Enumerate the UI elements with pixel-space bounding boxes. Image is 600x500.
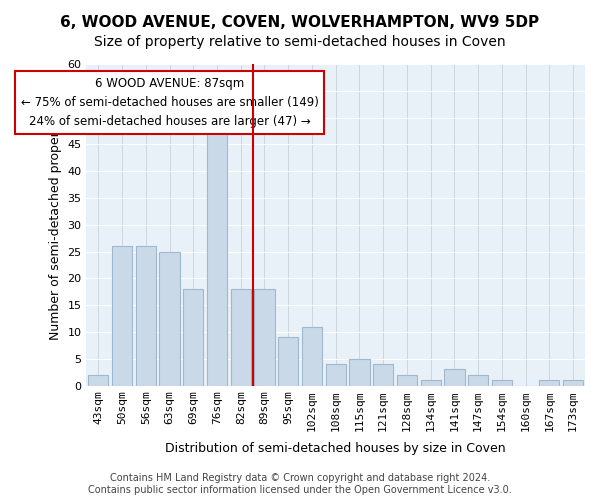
Bar — [136, 246, 156, 386]
Bar — [183, 289, 203, 386]
Bar — [563, 380, 583, 386]
Text: 6 WOOD AVENUE: 87sqm
← 75% of semi-detached houses are smaller (149)
24% of semi: 6 WOOD AVENUE: 87sqm ← 75% of semi-detac… — [20, 78, 319, 128]
Bar — [254, 289, 275, 386]
Text: Size of property relative to semi-detached houses in Coven: Size of property relative to semi-detach… — [94, 35, 506, 49]
Text: 6, WOOD AVENUE, COVEN, WOLVERHAMPTON, WV9 5DP: 6, WOOD AVENUE, COVEN, WOLVERHAMPTON, WV… — [61, 15, 539, 30]
Bar — [539, 380, 559, 386]
Bar — [160, 252, 179, 386]
Bar — [278, 338, 298, 386]
Bar — [468, 375, 488, 386]
Bar — [421, 380, 441, 386]
Bar — [230, 289, 251, 386]
Bar — [445, 370, 464, 386]
Bar — [207, 118, 227, 386]
Bar — [373, 364, 393, 386]
Bar — [492, 380, 512, 386]
Bar — [326, 364, 346, 386]
X-axis label: Distribution of semi-detached houses by size in Coven: Distribution of semi-detached houses by … — [166, 442, 506, 455]
Text: Contains HM Land Registry data © Crown copyright and database right 2024.
Contai: Contains HM Land Registry data © Crown c… — [88, 474, 512, 495]
Y-axis label: Number of semi-detached properties: Number of semi-detached properties — [49, 109, 62, 340]
Bar — [88, 375, 109, 386]
Bar — [302, 326, 322, 386]
Bar — [349, 358, 370, 386]
Bar — [397, 375, 417, 386]
Bar — [112, 246, 132, 386]
